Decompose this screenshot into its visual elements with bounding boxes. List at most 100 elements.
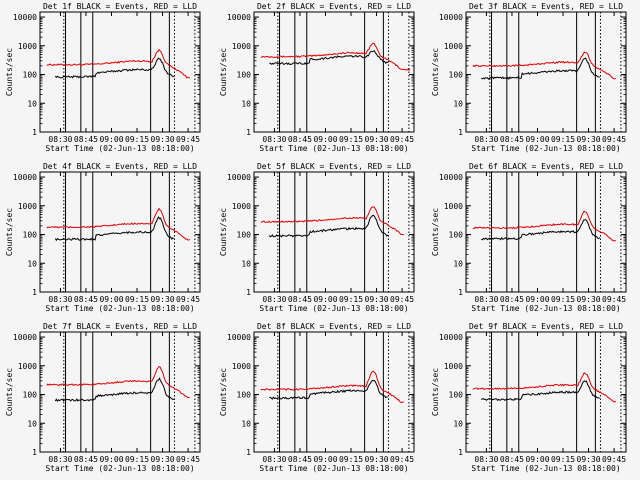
y-axis-label: Counts/sec (219, 208, 228, 256)
x-tick-label: 09:30 (365, 295, 389, 304)
x-tick-label: 08:30 (474, 455, 498, 464)
y-tick-label: 1 (458, 288, 463, 297)
events-series-line (54, 377, 174, 402)
x-axis-label: Start Time (02-Jun-13 08:18:00) (45, 304, 194, 313)
y-axis-label: Counts/sec (5, 368, 14, 416)
x-tick-label: 09:45 (390, 295, 414, 304)
y-tick-label: 10000 (227, 173, 251, 182)
panel-det-5: Det 5f BLACK = Events, RED = LLD 1 10 100 10… (219, 162, 415, 313)
x-tick-label: 09:15 (125, 295, 149, 304)
events-series-line (269, 50, 389, 66)
y-tick-label: 1000 (444, 42, 463, 51)
y-tick-label: 10000 (13, 13, 37, 22)
x-tick-label: 09:15 (551, 295, 575, 304)
y-tick-label: 1000 (232, 202, 251, 211)
x-tick-label: 09:30 (577, 455, 601, 464)
y-tick-label: 10 (27, 99, 37, 108)
x-tick-label: 09:15 (339, 295, 363, 304)
x-tick-label: 08:45 (288, 455, 312, 464)
x-tick-label: 09:45 (176, 135, 200, 144)
x-tick-label: 09:30 (577, 135, 601, 144)
panel-title: Det 5f BLACK = Events, RED = LLD (257, 162, 411, 171)
y-tick-label: 1 (458, 128, 463, 137)
x-tick-label: 09:30 (151, 295, 175, 304)
x-tick-label: 09:30 (365, 135, 389, 144)
panel-title: Det 4f BLACK = Events, RED = LLD (43, 162, 197, 171)
x-tick-label: 09:45 (602, 295, 626, 304)
x-tick-label: 08:45 (288, 135, 312, 144)
y-tick-label: 100 (23, 391, 38, 400)
plot-frame (39, 11, 201, 133)
x-tick-label: 08:45 (288, 295, 312, 304)
panel-det-2: Det 2f BLACK = Events, RED = LLD 1 10 100 10… (219, 2, 415, 153)
plot-frame (39, 331, 201, 453)
x-tick-label: 08:45 (500, 135, 524, 144)
y-axis-label: Counts/sec (219, 368, 228, 416)
x-tick-label: 09:00 (99, 455, 123, 464)
panel-title: Det 1f BLACK = Events, RED = LLD (43, 2, 197, 11)
x-tick-label: 09:45 (390, 455, 414, 464)
x-tick-label: 09:15 (125, 455, 149, 464)
y-axis-label: Counts/sec (431, 368, 440, 416)
panel-det-3: Det 3f BLACK = Events, RED = LLD 1 10 100 10… (431, 2, 627, 153)
x-tick-label: 08:30 (48, 135, 72, 144)
x-tick-label: 09:00 (525, 455, 549, 464)
x-tick-label: 09:00 (99, 295, 123, 304)
panel-det-7: Det 7f BLACK = Events, RED = LLD 1 10 100 10… (5, 322, 201, 473)
x-axis-label: Start Time (02-Jun-13 08:18:00) (259, 304, 408, 313)
x-axis-label: Start Time (02-Jun-13 08:18:00) (471, 464, 620, 473)
panel-title: Det 7f BLACK = Events, RED = LLD (43, 322, 197, 331)
y-tick-label: 10000 (439, 13, 463, 22)
x-axis-label: Start Time (02-Jun-13 08:18:00) (259, 464, 408, 473)
y-tick-label: 1 (32, 128, 37, 137)
y-tick-label: 10 (453, 99, 463, 108)
lld-series-line (46, 48, 190, 79)
y-tick-label: 1000 (18, 42, 37, 51)
panel-title: Det 6f BLACK = Events, RED = LLD (469, 162, 623, 171)
x-tick-label: 08:45 (74, 135, 98, 144)
y-tick-label: 1000 (18, 362, 37, 371)
y-tick-label: 100 (449, 71, 464, 80)
x-tick-label: 09:45 (176, 455, 200, 464)
y-tick-label: 1000 (444, 362, 463, 371)
panel-title: Det 9f BLACK = Events, RED = LLD (469, 322, 623, 331)
y-tick-label: 100 (449, 231, 464, 240)
x-tick-label: 08:30 (48, 295, 72, 304)
y-tick-label: 1000 (232, 362, 251, 371)
x-tick-label: 09:15 (339, 455, 363, 464)
y-tick-label: 10 (453, 419, 463, 428)
x-tick-label: 09:45 (602, 455, 626, 464)
x-axis-label: Start Time (02-Jun-13 08:18:00) (259, 144, 408, 153)
y-tick-label: 10000 (13, 173, 37, 182)
x-axis-label: Start Time (02-Jun-13 08:18:00) (471, 144, 620, 153)
x-tick-label: 08:45 (74, 455, 98, 464)
events-series-line (481, 57, 600, 81)
x-tick-label: 08:45 (74, 295, 98, 304)
y-tick-label: 10 (27, 259, 37, 268)
x-axis-label: Start Time (02-Jun-13 08:18:00) (471, 304, 620, 313)
y-tick-label: 10000 (13, 333, 37, 342)
x-tick-label: 08:45 (500, 455, 524, 464)
y-tick-label: 100 (23, 231, 38, 240)
y-axis-label: Counts/sec (431, 208, 440, 256)
x-tick-label: 09:00 (99, 135, 123, 144)
events-series-line (481, 219, 601, 241)
plot-frame (253, 11, 415, 133)
y-tick-label: 10000 (439, 173, 463, 182)
x-tick-label: 09:15 (551, 455, 575, 464)
lld-series-line (260, 42, 411, 71)
y-tick-label: 1 (32, 448, 37, 457)
plot-frame (39, 171, 201, 293)
y-tick-label: 100 (23, 71, 38, 80)
panel-det-4: Det 4f BLACK = Events, RED = LLD 1 10 100 10… (5, 162, 201, 313)
y-tick-label: 10000 (227, 13, 251, 22)
x-tick-label: 09:00 (525, 295, 549, 304)
x-axis-label: Start Time (02-Jun-13 08:18:00) (45, 144, 194, 153)
y-axis-label: Counts/sec (5, 208, 14, 256)
y-tick-label: 1 (32, 288, 37, 297)
x-tick-label: 08:30 (262, 135, 286, 144)
panel-det-1: Det 1f BLACK = Events, RED = LLD 1 10 100 10… (5, 2, 201, 153)
y-tick-label: 1 (458, 448, 463, 457)
y-tick-label: 1 (246, 448, 251, 457)
x-axis-label: Start Time (02-Jun-13 08:18:00) (45, 464, 194, 473)
